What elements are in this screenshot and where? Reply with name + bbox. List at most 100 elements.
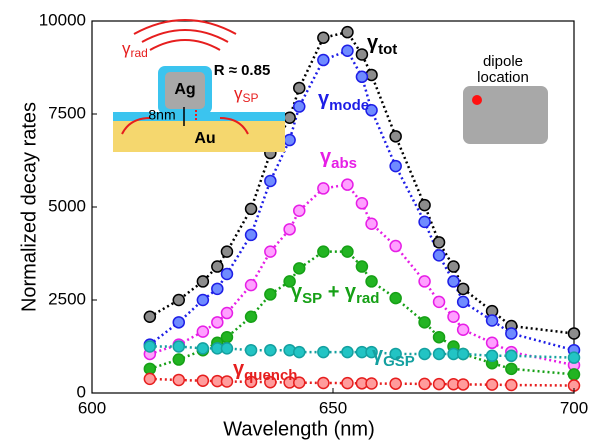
- data-point: [458, 283, 469, 294]
- data-point: [246, 280, 257, 291]
- data-point: [246, 311, 257, 322]
- data-point: [434, 250, 445, 261]
- series-label: γquench: [233, 358, 297, 384]
- data-point: [342, 179, 353, 190]
- data-point: [173, 341, 184, 352]
- data-point: [221, 343, 232, 354]
- data-point: [265, 289, 276, 300]
- data-point: [197, 276, 208, 287]
- data-point: [434, 332, 445, 343]
- substrate-label: Au: [194, 130, 215, 147]
- series-label-sub: abs: [331, 155, 357, 172]
- data-point: [434, 348, 445, 359]
- data-point: [342, 347, 353, 358]
- data-point: [265, 175, 276, 186]
- data-point: [419, 200, 430, 211]
- data-point: [419, 317, 430, 328]
- data-point: [318, 377, 329, 388]
- series-label-sub: SP: [302, 290, 322, 307]
- data-point: [390, 378, 401, 389]
- data-point: [448, 276, 459, 287]
- dipole-text: location: [477, 69, 529, 86]
- radiation-arcs: [134, 20, 236, 50]
- data-point: [356, 261, 367, 272]
- data-point: [506, 328, 517, 339]
- reflectance-label: R ≈ 0.85: [214, 62, 271, 79]
- data-point: [294, 263, 305, 274]
- data-point: [448, 261, 459, 272]
- data-point: [294, 101, 305, 112]
- y-tick-label: 5000: [48, 196, 86, 215]
- data-point: [294, 347, 305, 358]
- data-point: [221, 376, 232, 387]
- series-label-sub: rad: [356, 290, 379, 307]
- dipole-panel: dipole location: [463, 53, 548, 144]
- x-axis-label: Wavelength (nm): [223, 418, 375, 440]
- data-point: [434, 237, 445, 248]
- data-point: [197, 295, 208, 306]
- dipole-dot: [472, 95, 482, 105]
- data-point: [246, 203, 257, 214]
- data-point: [569, 352, 580, 363]
- data-point: [284, 112, 295, 123]
- data-point: [458, 296, 469, 307]
- series-label-sub: GSP: [383, 353, 415, 370]
- data-point: [356, 198, 367, 209]
- data-point: [173, 374, 184, 385]
- data-point: [144, 341, 155, 352]
- dipole-box: [463, 86, 548, 144]
- data-point: [419, 216, 430, 227]
- data-point: [318, 347, 329, 358]
- data-point: [221, 268, 232, 279]
- data-point: [197, 326, 208, 337]
- data-point: [294, 205, 305, 216]
- series-label: γSP + γrad: [291, 281, 379, 307]
- data-point: [173, 354, 184, 365]
- data-point: [246, 229, 257, 240]
- data-point: [221, 308, 232, 319]
- data-point: [506, 350, 517, 361]
- data-point: [212, 317, 223, 328]
- data-point: [506, 380, 517, 391]
- data-point: [434, 296, 445, 307]
- data-point: [487, 350, 498, 361]
- data-point: [366, 276, 377, 287]
- data-point: [390, 241, 401, 252]
- data-point: [419, 276, 430, 287]
- data-point: [569, 328, 580, 339]
- data-point: [448, 311, 459, 322]
- data-point: [506, 363, 517, 374]
- data-point: [356, 49, 367, 60]
- data-point: [246, 345, 257, 356]
- series-label: γtot: [367, 32, 397, 58]
- data-point: [342, 246, 353, 257]
- series-label: γabs: [320, 146, 357, 172]
- x-tick-label: 700: [560, 398, 588, 417]
- data-point: [487, 337, 498, 348]
- data-point: [434, 379, 445, 390]
- data-point: [197, 375, 208, 386]
- data-point: [419, 378, 430, 389]
- particle-label: Ag: [174, 81, 195, 98]
- data-point: [284, 135, 295, 146]
- data-point: [221, 246, 232, 257]
- data-point: [419, 348, 430, 359]
- data-point: [284, 224, 295, 235]
- data-point: [366, 218, 377, 229]
- data-point: [390, 161, 401, 172]
- data-point: [342, 27, 353, 38]
- data-point: [265, 246, 276, 257]
- data-point: [342, 45, 353, 56]
- inset-diagram: Ag Au 8nm R ≈ 0.85 γrad γSP: [113, 20, 285, 152]
- data-point: [318, 246, 329, 257]
- data-point: [356, 71, 367, 82]
- data-point: [318, 32, 329, 43]
- rad-label: γrad: [122, 39, 148, 60]
- x-tick-label: 600: [78, 398, 106, 417]
- data-point: [173, 295, 184, 306]
- data-point: [458, 324, 469, 335]
- data-point: [212, 283, 223, 294]
- y-axis-label: Normalized decay rates: [18, 102, 40, 312]
- data-point: [318, 55, 329, 66]
- dipole-text: dipole: [483, 53, 523, 70]
